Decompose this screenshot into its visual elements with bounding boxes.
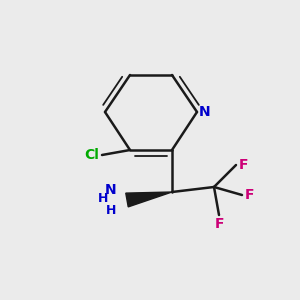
- Text: N: N: [199, 105, 211, 119]
- Polygon shape: [126, 192, 172, 207]
- Text: F: F: [214, 217, 224, 231]
- Text: H: H: [106, 203, 116, 217]
- Text: F: F: [239, 158, 249, 172]
- Text: Cl: Cl: [85, 148, 99, 162]
- Text: N: N: [105, 183, 117, 197]
- Text: H: H: [98, 191, 108, 205]
- Text: F: F: [245, 188, 255, 202]
